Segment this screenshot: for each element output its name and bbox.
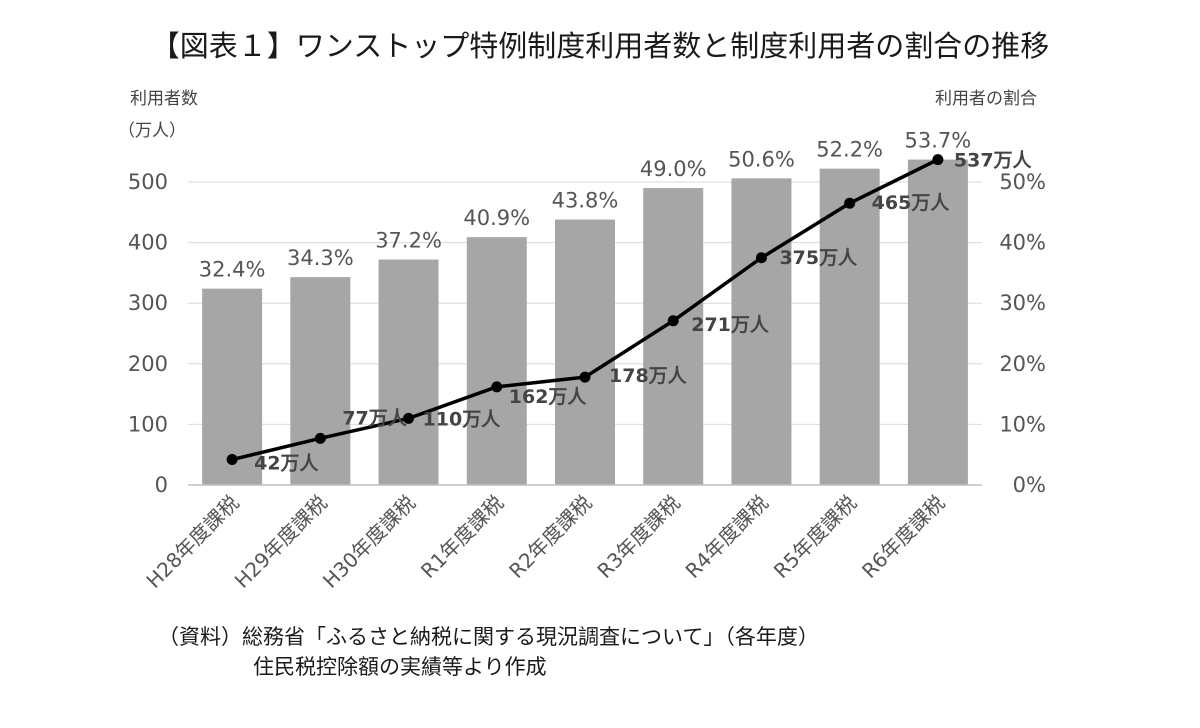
line-point [579, 371, 591, 383]
line-value-label: 77万人 [342, 407, 407, 429]
bar-value-label: 52.2% [816, 138, 883, 162]
left-tick-label: 400 [128, 231, 168, 255]
bar-value-label: 32.4% [199, 258, 266, 282]
line-point [932, 154, 944, 166]
bar [643, 188, 704, 485]
line-series [226, 154, 944, 466]
left-axis-unit: （万人） [118, 121, 186, 141]
right-axis-label: 利用者の割合 [935, 89, 1037, 109]
bar-value-label: 40.9% [463, 206, 530, 230]
data-labels: 32.4% 34.3% 37.2% 40.9% 43.8% 49.0% 50.6% 52.2%… [199, 129, 1033, 475]
bar-value-label: 34.3% [287, 246, 354, 270]
left-tick-label: 0 [155, 473, 168, 497]
bars [202, 159, 968, 485]
source-note: （資料）総務省「ふるさと納税に関する現況調査について」（各年度） 住民税控除額の… [158, 622, 819, 682]
line-point [403, 412, 415, 424]
bar-value-label: 49.0% [640, 157, 707, 181]
category-label: R4年度課税 [681, 491, 773, 583]
line-value-label: 375万人 [779, 247, 858, 269]
line-point [755, 252, 767, 264]
bar-value-label: 37.2% [375, 229, 442, 253]
right-tick-label: 40% [999, 231, 1046, 255]
bar [378, 259, 439, 485]
left-tick-label: 100 [128, 412, 168, 436]
category-label: H29年度課税 [230, 491, 332, 593]
line-point [491, 381, 503, 393]
bar [466, 237, 527, 485]
right-tick-label: 0% [1013, 473, 1046, 497]
bar-value-label: 43.8% [552, 189, 619, 213]
category-label: R5年度課税 [769, 491, 861, 583]
bar [819, 168, 880, 485]
bar [907, 159, 968, 485]
category-label: H30年度課税 [318, 491, 420, 593]
line-value-label: 537万人 [954, 150, 1033, 172]
line-value-label: 162万人 [509, 386, 588, 408]
right-tick-label: 30% [999, 291, 1046, 315]
left-axis-label: 利用者数 [130, 89, 198, 109]
line-value-label: 42万人 [254, 453, 319, 475]
category-label: R2年度課税 [504, 491, 596, 583]
source-line-1: （資料）総務省「ふるさと納税に関する現況調査について」（各年度） [158, 625, 819, 649]
bar [202, 288, 263, 485]
bar [290, 277, 351, 485]
line-value-label: 110万人 [423, 408, 502, 430]
bar-value-label: 50.6% [728, 147, 795, 171]
bar [555, 219, 615, 485]
line-point [226, 454, 238, 466]
line-value-label: 178万人 [609, 365, 688, 387]
chart-title: 【図表１】ワンストップ特例制度利用者数と制度利用者の割合の推移 [151, 29, 1049, 63]
right-tick-label: 20% [999, 352, 1046, 376]
right-tick-label: 50% [999, 170, 1046, 194]
line-value-label: 465万人 [872, 192, 951, 214]
left-tick-label: 200 [128, 352, 168, 376]
left-tick-label: 300 [128, 291, 168, 315]
category-label: H28年度課税 [141, 491, 243, 593]
category-label: R1年度課税 [416, 491, 508, 583]
category-label: R3年度課税 [592, 491, 684, 583]
bar-value-label: 53.7% [905, 129, 972, 153]
line-point [667, 315, 679, 327]
line-value-label: 271万人 [691, 314, 770, 336]
line-point [844, 197, 856, 209]
category-label: R6年度課税 [857, 491, 949, 583]
source-line-2: 住民税控除額の実績等より作成 [253, 655, 547, 679]
bar [731, 178, 792, 485]
line-point [314, 432, 326, 444]
left-tick-label: 500 [128, 170, 168, 194]
right-tick-label: 10% [999, 412, 1046, 436]
